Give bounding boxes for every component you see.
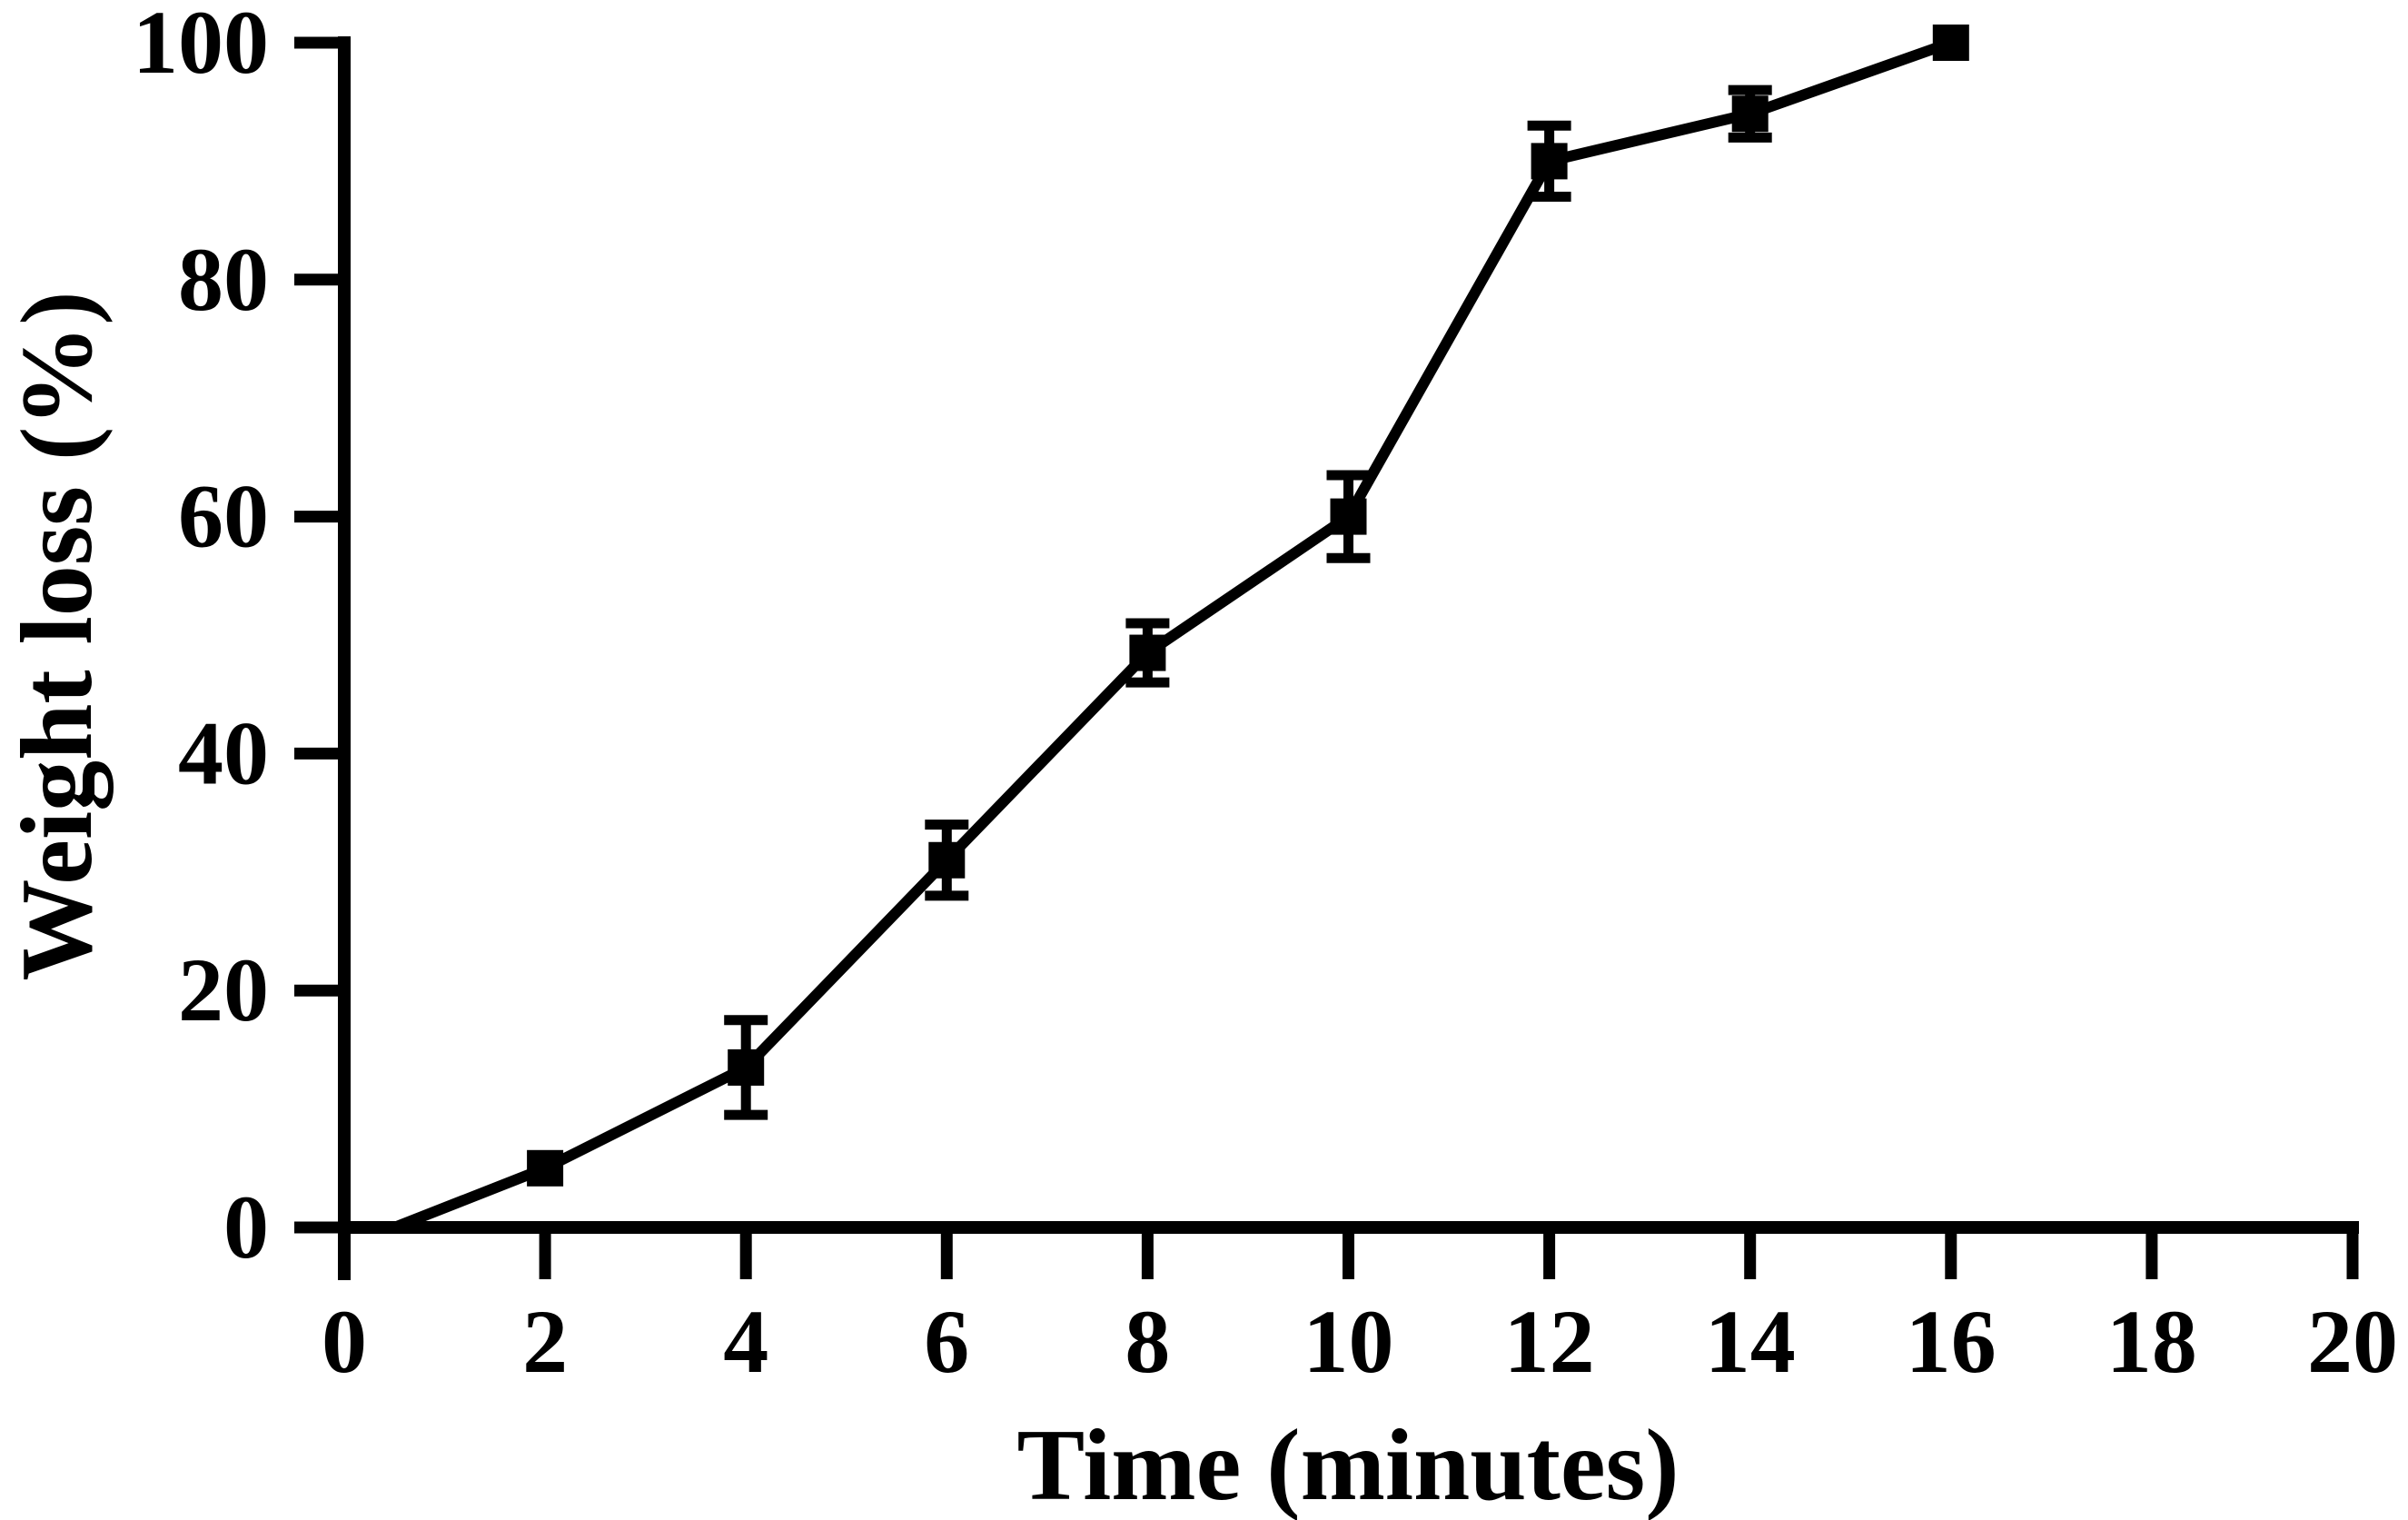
- data-point-marker: [1531, 143, 1568, 180]
- x-tick-label: 10: [1303, 1291, 1394, 1392]
- data-point-marker: [1932, 25, 1969, 61]
- x-tick-label: 2: [522, 1291, 568, 1392]
- y-tick-label: 60: [178, 466, 269, 567]
- x-tick-label: 0: [322, 1291, 367, 1392]
- data-point-marker: [1129, 634, 1166, 671]
- data-point-marker: [1731, 95, 1769, 133]
- data-point-marker: [1330, 498, 1367, 535]
- chart-plot-area: 0 20 40 60 80 100 0 2 4 6 8 10 12 14 16 18 20: [133, 0, 2398, 1392]
- x-tick-label: 20: [2307, 1291, 2398, 1392]
- x-tick-label: 14: [1705, 1291, 1796, 1392]
- x-tick-label: 8: [1125, 1291, 1170, 1392]
- x-tick-label: 16: [1906, 1291, 1997, 1392]
- series-line: [392, 37, 1953, 1233]
- data-point-marker: [728, 1048, 765, 1086]
- y-tick-label: 20: [178, 939, 269, 1040]
- y-axis-title: Weight loss (%): [1, 291, 114, 980]
- x-tick-label: 4: [723, 1291, 768, 1392]
- x-tick-label: 12: [1504, 1291, 1595, 1392]
- y-tick-label: 0: [223, 1177, 269, 1277]
- data-point-marker: [527, 1149, 564, 1187]
- y-tick-label: 100: [133, 0, 269, 93]
- y-tick-label: 80: [178, 229, 269, 330]
- x-axis-title: Time (minutes): [1017, 1409, 1680, 1520]
- y-tick-label: 40: [178, 702, 269, 803]
- x-tick-label: 6: [924, 1291, 969, 1392]
- data-point-marker: [928, 841, 966, 879]
- x-tick-label: 18: [2106, 1291, 2197, 1392]
